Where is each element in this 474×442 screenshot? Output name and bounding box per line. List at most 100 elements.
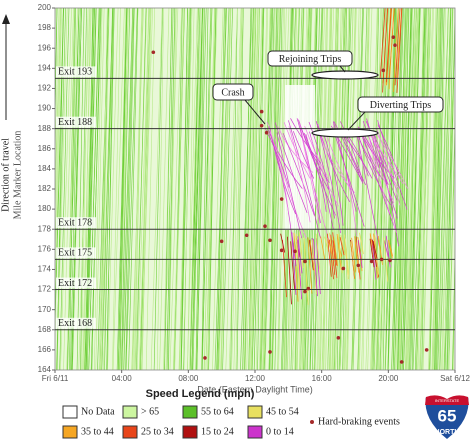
trajectory xyxy=(437,8,449,370)
congestion xyxy=(333,121,364,184)
trajectory xyxy=(401,8,412,370)
hard-braking-event xyxy=(393,43,397,48)
trajectory xyxy=(367,8,378,370)
congestion xyxy=(359,232,364,255)
congestion xyxy=(315,238,321,295)
trajectory xyxy=(422,8,434,370)
trajectory xyxy=(399,8,409,370)
trajectory xyxy=(260,8,268,370)
congestion xyxy=(274,136,307,239)
congestion xyxy=(368,132,404,185)
congestion xyxy=(292,130,315,179)
trajectory xyxy=(153,8,163,370)
congestion xyxy=(308,239,314,271)
congestion xyxy=(298,232,304,269)
hard-braking-event xyxy=(399,360,404,364)
trajectory xyxy=(204,8,212,370)
exit-label-bg xyxy=(56,247,96,259)
congestion xyxy=(369,238,375,268)
congestion xyxy=(303,237,309,301)
trajectory xyxy=(201,8,209,370)
trajectory xyxy=(136,8,147,370)
trajectory xyxy=(392,8,404,370)
direction-label: Direction of travel xyxy=(0,138,11,212)
trajectory xyxy=(371,8,385,370)
callout-line xyxy=(244,99,266,125)
trajectory xyxy=(106,8,114,370)
legend-label: 55 to 64 xyxy=(201,406,234,417)
congestion xyxy=(364,136,395,204)
trajectory xyxy=(352,8,364,370)
trajectory xyxy=(278,8,287,370)
trajectory xyxy=(218,8,231,370)
trajectory xyxy=(404,8,418,370)
y-tick-label: 194 xyxy=(38,63,52,72)
trajectory xyxy=(379,8,391,370)
trajectory xyxy=(330,8,339,370)
trajectory xyxy=(248,8,257,370)
legend-swatch xyxy=(62,405,78,419)
trajectory xyxy=(316,8,324,370)
congestion xyxy=(339,236,345,256)
shield-number: 65 xyxy=(438,406,457,425)
trajectory xyxy=(438,8,449,370)
shield-top-text: INTERSTATE xyxy=(435,398,460,403)
trajectory xyxy=(262,8,272,370)
trajectory xyxy=(125,8,135,370)
direction-arrowhead xyxy=(2,14,10,24)
trajectory xyxy=(452,261,455,370)
trajectory xyxy=(225,8,238,370)
callout-text: Diverting Trips xyxy=(370,100,432,111)
trajectory xyxy=(187,8,198,370)
congestion xyxy=(377,134,409,190)
trajectory xyxy=(359,8,370,370)
y-tick-label: 174 xyxy=(38,265,52,274)
legend-swatch xyxy=(247,405,263,419)
trajectory xyxy=(101,8,114,370)
hard-braking-event xyxy=(306,286,311,291)
trajectory xyxy=(264,8,277,370)
trajectory xyxy=(245,8,255,370)
congestion xyxy=(295,234,301,287)
trajectory xyxy=(136,8,150,370)
exit-label-bg xyxy=(56,277,96,289)
hard-braking-event xyxy=(259,123,264,128)
hard-braking-event xyxy=(336,336,341,340)
callout-ellipse xyxy=(311,128,379,138)
congestion xyxy=(385,8,392,83)
trajectory xyxy=(196,8,207,370)
hard-braking-event xyxy=(263,224,267,229)
trajectory xyxy=(277,8,286,370)
trajectory xyxy=(187,8,195,370)
x-tick-label: 08:00 xyxy=(178,374,199,383)
hard-braking-event xyxy=(293,249,297,254)
legend-label: No Data xyxy=(81,406,115,417)
trajectory xyxy=(128,8,139,370)
trajectory xyxy=(435,8,443,370)
y-tick-label: 164 xyxy=(38,365,52,374)
trajectory xyxy=(371,8,379,370)
trajectory xyxy=(91,8,101,370)
hard-braking-event xyxy=(303,259,307,264)
y-tick-label: 182 xyxy=(38,184,52,193)
congestion xyxy=(293,232,299,302)
trajectory xyxy=(207,8,215,370)
legend-label: 25 to 34 xyxy=(141,426,174,437)
congestion xyxy=(329,232,334,267)
trajectory xyxy=(331,8,339,370)
trajectory xyxy=(217,8,230,370)
hard-braking-event xyxy=(424,348,429,352)
trajectory xyxy=(112,8,121,370)
congestion xyxy=(307,237,313,294)
trajectory xyxy=(441,8,453,370)
callout-box xyxy=(267,50,353,67)
congestion xyxy=(372,240,378,259)
exit-label: Exit 188 xyxy=(58,117,92,128)
congestion xyxy=(310,137,339,207)
trajectory xyxy=(168,8,176,370)
trajectory xyxy=(179,8,192,370)
hard-braking-event xyxy=(379,257,384,262)
no-data-area xyxy=(285,85,315,230)
trajectory xyxy=(270,8,280,370)
trajectory xyxy=(272,8,284,370)
